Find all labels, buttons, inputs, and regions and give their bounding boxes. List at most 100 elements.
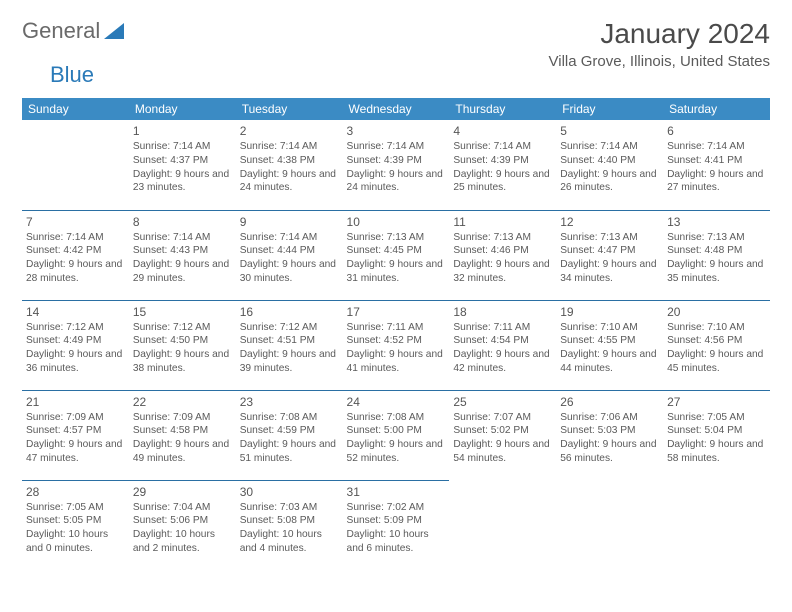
day-header: Saturday [663, 98, 770, 120]
daylight-text: Daylight: 9 hours and 45 minutes. [667, 348, 766, 376]
calendar-cell: 19Sunrise: 7:10 AMSunset: 4:55 PMDayligh… [556, 300, 663, 390]
day-number: 19 [560, 304, 659, 320]
sunrise-text: Sunrise: 7:06 AM [560, 411, 659, 425]
sunset-text: Sunset: 4:42 PM [26, 244, 125, 258]
day-number: 21 [26, 394, 125, 410]
sunset-text: Sunset: 4:46 PM [453, 244, 552, 258]
sunrise-text: Sunrise: 7:04 AM [133, 501, 232, 515]
day-number: 23 [240, 394, 339, 410]
calendar-cell: 14Sunrise: 7:12 AMSunset: 4:49 PMDayligh… [22, 300, 129, 390]
daylight-text: Daylight: 9 hours and 54 minutes. [453, 438, 552, 466]
daylight-text: Daylight: 10 hours and 0 minutes. [26, 528, 125, 556]
sunset-text: Sunset: 4:52 PM [347, 334, 446, 348]
day-header: Monday [129, 98, 236, 120]
day-header: Wednesday [343, 98, 450, 120]
day-number: 8 [133, 214, 232, 230]
day-number: 18 [453, 304, 552, 320]
daylight-text: Daylight: 9 hours and 31 minutes. [347, 258, 446, 286]
calendar-cell: 23Sunrise: 7:08 AMSunset: 4:59 PMDayligh… [236, 390, 343, 480]
day-number: 25 [453, 394, 552, 410]
sunrise-text: Sunrise: 7:03 AM [240, 501, 339, 515]
sunrise-text: Sunrise: 7:14 AM [133, 140, 232, 154]
daylight-text: Daylight: 10 hours and 6 minutes. [347, 528, 446, 556]
calendar-cell: 17Sunrise: 7:11 AMSunset: 4:52 PMDayligh… [343, 300, 450, 390]
sunrise-text: Sunrise: 7:12 AM [133, 321, 232, 335]
day-number: 26 [560, 394, 659, 410]
sunrise-text: Sunrise: 7:08 AM [347, 411, 446, 425]
daylight-text: Daylight: 9 hours and 39 minutes. [240, 348, 339, 376]
day-number: 6 [667, 123, 766, 139]
calendar-week-row: 14Sunrise: 7:12 AMSunset: 4:49 PMDayligh… [22, 300, 770, 390]
day-number: 12 [560, 214, 659, 230]
sunset-text: Sunset: 4:54 PM [453, 334, 552, 348]
sunset-text: Sunset: 5:00 PM [347, 424, 446, 438]
calendar-table: Sunday Monday Tuesday Wednesday Thursday… [22, 98, 770, 570]
day-header: Thursday [449, 98, 556, 120]
logo: General [22, 18, 124, 44]
sunset-text: Sunset: 4:45 PM [347, 244, 446, 258]
calendar-cell: 20Sunrise: 7:10 AMSunset: 4:56 PMDayligh… [663, 300, 770, 390]
daylight-text: Daylight: 9 hours and 30 minutes. [240, 258, 339, 286]
calendar-cell: 4Sunrise: 7:14 AMSunset: 4:39 PMDaylight… [449, 120, 556, 210]
day-number: 31 [347, 484, 446, 500]
sunset-text: Sunset: 5:09 PM [347, 514, 446, 528]
daylight-text: Daylight: 9 hours and 42 minutes. [453, 348, 552, 376]
sunset-text: Sunset: 4:58 PM [133, 424, 232, 438]
sunrise-text: Sunrise: 7:13 AM [347, 231, 446, 245]
calendar-week-row: 1Sunrise: 7:14 AMSunset: 4:37 PMDaylight… [22, 120, 770, 210]
sunset-text: Sunset: 5:03 PM [560, 424, 659, 438]
sunrise-text: Sunrise: 7:14 AM [347, 140, 446, 154]
sunrise-text: Sunrise: 7:11 AM [453, 321, 552, 335]
calendar-cell: 15Sunrise: 7:12 AMSunset: 4:50 PMDayligh… [129, 300, 236, 390]
sunrise-text: Sunrise: 7:10 AM [560, 321, 659, 335]
calendar-cell: 11Sunrise: 7:13 AMSunset: 4:46 PMDayligh… [449, 210, 556, 300]
day-number: 13 [667, 214, 766, 230]
calendar-cell: 30Sunrise: 7:03 AMSunset: 5:08 PMDayligh… [236, 480, 343, 570]
daylight-text: Daylight: 9 hours and 35 minutes. [667, 258, 766, 286]
sunset-text: Sunset: 5:02 PM [453, 424, 552, 438]
day-number: 9 [240, 214, 339, 230]
calendar-cell: 21Sunrise: 7:09 AMSunset: 4:57 PMDayligh… [22, 390, 129, 480]
daylight-text: Daylight: 9 hours and 26 minutes. [560, 168, 659, 196]
day-number: 16 [240, 304, 339, 320]
sunrise-text: Sunrise: 7:08 AM [240, 411, 339, 425]
calendar-cell: 12Sunrise: 7:13 AMSunset: 4:47 PMDayligh… [556, 210, 663, 300]
calendar-cell: 29Sunrise: 7:04 AMSunset: 5:06 PMDayligh… [129, 480, 236, 570]
daylight-text: Daylight: 9 hours and 29 minutes. [133, 258, 232, 286]
sunset-text: Sunset: 4:56 PM [667, 334, 766, 348]
sunrise-text: Sunrise: 7:10 AM [667, 321, 766, 335]
daylight-text: Daylight: 9 hours and 25 minutes. [453, 168, 552, 196]
day-number: 7 [26, 214, 125, 230]
sunset-text: Sunset: 4:41 PM [667, 154, 766, 168]
sunrise-text: Sunrise: 7:14 AM [667, 140, 766, 154]
calendar-cell: 22Sunrise: 7:09 AMSunset: 4:58 PMDayligh… [129, 390, 236, 480]
sunset-text: Sunset: 4:38 PM [240, 154, 339, 168]
daylight-text: Daylight: 9 hours and 47 minutes. [26, 438, 125, 466]
calendar-cell: 8Sunrise: 7:14 AMSunset: 4:43 PMDaylight… [129, 210, 236, 300]
daylight-text: Daylight: 9 hours and 28 minutes. [26, 258, 125, 286]
calendar-cell: 31Sunrise: 7:02 AMSunset: 5:09 PMDayligh… [343, 480, 450, 570]
sunset-text: Sunset: 5:05 PM [26, 514, 125, 528]
calendar-cell: 25Sunrise: 7:07 AMSunset: 5:02 PMDayligh… [449, 390, 556, 480]
calendar-cell [22, 120, 129, 210]
daylight-text: Daylight: 9 hours and 52 minutes. [347, 438, 446, 466]
day-number: 24 [347, 394, 446, 410]
sunset-text: Sunset: 4:55 PM [560, 334, 659, 348]
calendar-cell: 18Sunrise: 7:11 AMSunset: 4:54 PMDayligh… [449, 300, 556, 390]
sunrise-text: Sunrise: 7:09 AM [26, 411, 125, 425]
sunrise-text: Sunrise: 7:14 AM [240, 140, 339, 154]
daylight-text: Daylight: 9 hours and 24 minutes. [347, 168, 446, 196]
daylight-text: Daylight: 10 hours and 4 minutes. [240, 528, 339, 556]
day-number: 15 [133, 304, 232, 320]
sunset-text: Sunset: 4:43 PM [133, 244, 232, 258]
calendar-cell: 3Sunrise: 7:14 AMSunset: 4:39 PMDaylight… [343, 120, 450, 210]
sunrise-text: Sunrise: 7:14 AM [240, 231, 339, 245]
sunset-text: Sunset: 5:04 PM [667, 424, 766, 438]
sunrise-text: Sunrise: 7:14 AM [26, 231, 125, 245]
sunrise-text: Sunrise: 7:02 AM [347, 501, 446, 515]
day-number: 3 [347, 123, 446, 139]
page-subtitle: Villa Grove, Illinois, United States [549, 53, 771, 70]
daylight-text: Daylight: 9 hours and 56 minutes. [560, 438, 659, 466]
sunrise-text: Sunrise: 7:05 AM [26, 501, 125, 515]
sunrise-text: Sunrise: 7:05 AM [667, 411, 766, 425]
